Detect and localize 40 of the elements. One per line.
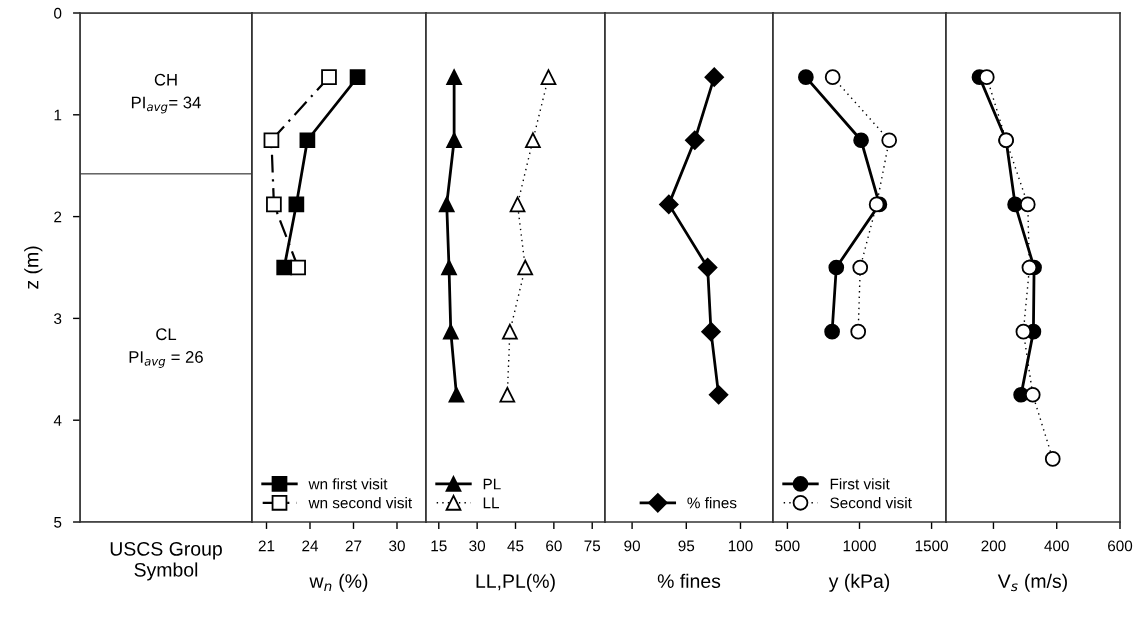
x-axis-title: V$_{s}$ (m/s)	[997, 573, 1067, 592]
legend-label: Second visit	[830, 497, 912, 509]
x-axis-title: USCS Group Symbol	[110, 541, 222, 581]
x-tick-label: 60	[546, 540, 562, 552]
y-tick-label: 5	[54, 517, 62, 528]
y-tick-label: 1	[54, 109, 62, 121]
annotation: CH PI$_{avg}$= 34	[131, 73, 201, 114]
x-tick-label: 500	[775, 540, 800, 552]
x-tick-label: 400	[1044, 540, 1069, 552]
x-axis-title: LL,PL(%)	[476, 573, 555, 592]
x-tick-label: 200	[981, 540, 1006, 552]
x-tick-label: 600	[1108, 540, 1133, 552]
x-tick-label: 1000	[843, 540, 876, 552]
y-axis-title: z (m)	[24, 246, 43, 289]
legend-label: % fines	[687, 497, 737, 509]
annotation: CL PI$_{avg}$ = 26	[129, 328, 203, 368]
legend-label: PL	[483, 478, 501, 490]
x-tick-label: 21	[258, 540, 275, 552]
x-tick-label: 1500	[915, 540, 948, 552]
legend-label: First visit	[830, 478, 890, 490]
legend-label: wn first visit	[308, 478, 388, 490]
x-axis-title: y (kPa)	[828, 573, 890, 592]
legend-label: LL	[483, 497, 500, 509]
x-axis-title: w$_{n}$ (%)	[309, 573, 368, 592]
y-tick-label: 0	[54, 7, 62, 19]
x-tick-label: 95	[678, 540, 695, 552]
y-tick-label: 2	[54, 211, 62, 223]
x-tick-label: 30	[389, 540, 405, 552]
x-tick-label: 24	[302, 540, 319, 552]
x-tick-label: 90	[624, 540, 640, 552]
x-tick-label: 15	[431, 540, 447, 552]
y-tick-label: 3	[54, 313, 62, 325]
y-tick-label: 4	[53, 415, 62, 426]
legend-label: wn second visit	[308, 497, 413, 509]
x-tick-label: 30	[469, 540, 486, 552]
x-tick-label: 27	[345, 540, 362, 552]
x-tick-label: 75	[584, 540, 601, 552]
x-tick-label: 45	[507, 540, 524, 552]
x-axis-title: % fines	[657, 573, 721, 589]
x-tick-label: 100	[728, 540, 753, 552]
